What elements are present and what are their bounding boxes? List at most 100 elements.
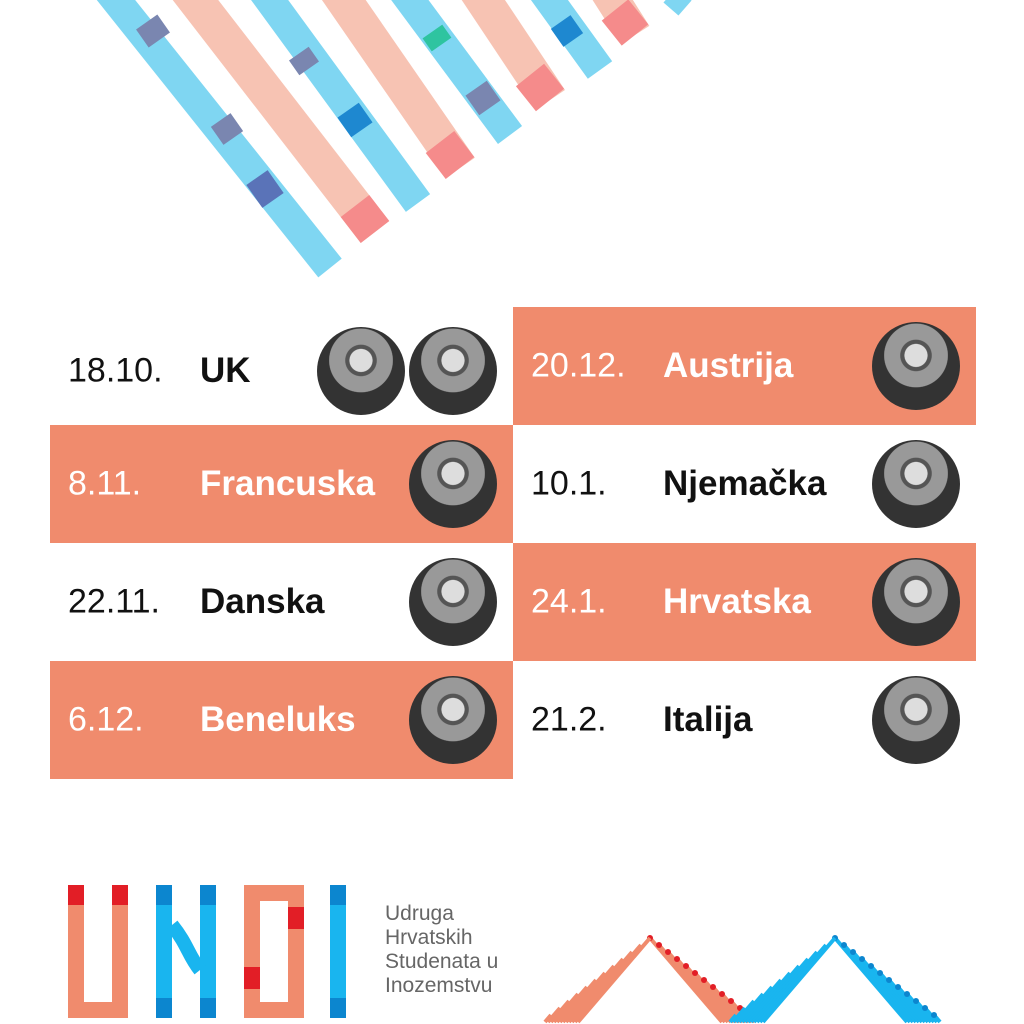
org-name-line: Inozemstvu	[385, 974, 493, 997]
uhsi-logo	[68, 885, 346, 1018]
stripe	[558, 978, 598, 1024]
stripe	[833, 936, 909, 1024]
flag-stripes-decoration	[96, 0, 692, 278]
stripe-tip	[692, 970, 698, 976]
stripe-tip	[674, 956, 680, 962]
stripe-tip	[656, 942, 662, 948]
stripe	[576, 936, 652, 1024]
event-date: 18.10.	[68, 351, 163, 390]
stripe	[842, 943, 912, 1024]
stripe-tip	[904, 991, 910, 997]
speaker-avatar	[872, 440, 960, 528]
speaker-avatar	[409, 440, 497, 528]
stripe	[740, 985, 774, 1024]
stripe	[896, 985, 930, 1024]
stripe	[905, 992, 933, 1024]
event-country: UK	[200, 351, 251, 390]
stripe	[675, 957, 733, 1024]
schedule-row: 10.1. Njemačka	[513, 425, 976, 543]
stripe-tip	[728, 998, 734, 1004]
event-country: Beneluks	[200, 700, 356, 739]
stripe	[755, 950, 819, 1024]
speaker-avatar	[872, 322, 960, 410]
event-schedule: 18.10. UK 8.11. Francuska 22.11. Danska 6.12. B…	[50, 307, 976, 779]
schedule-row: 24.1. Hrvatska	[513, 543, 976, 661]
stripe	[731, 1006, 747, 1024]
stripe	[761, 936, 837, 1024]
stripe	[552, 992, 580, 1024]
stripe	[728, 1013, 738, 1024]
stripe	[737, 992, 765, 1024]
stripe	[561, 971, 607, 1024]
org-name-line: Studenata u	[385, 950, 499, 973]
stripe-tip	[665, 949, 671, 955]
stripe-tip	[895, 984, 901, 990]
stripe-tip	[868, 963, 874, 969]
stripe-tip	[719, 991, 725, 997]
schedule-row: 8.11. Francuska	[50, 425, 513, 543]
stripe	[567, 957, 625, 1024]
stripe-tip	[922, 1005, 928, 1011]
event-country: Hrvatska	[663, 582, 811, 621]
event-country: Italija	[663, 700, 753, 739]
stripe-tip	[710, 984, 716, 990]
event-country: Danska	[200, 582, 325, 621]
schedule-row: 22.11. Danska	[50, 543, 513, 661]
striped-triangles-decoration	[543, 935, 942, 1024]
speaker-photos	[872, 322, 960, 410]
stripe	[648, 936, 724, 1024]
speaker-avatar	[872, 676, 960, 764]
speaker-avatar	[409, 558, 497, 646]
stripe	[743, 978, 783, 1024]
stripe	[752, 957, 810, 1024]
schedule-row: 21.2. Italija	[513, 661, 976, 779]
stripe	[860, 957, 918, 1024]
event-date: 21.2.	[531, 700, 607, 739]
stripe-tip	[701, 977, 707, 983]
stripe	[851, 950, 915, 1024]
schedule-row: 20.12. Austrija	[513, 307, 976, 425]
stripe	[549, 999, 571, 1024]
schedule-row: 18.10. UK	[50, 312, 513, 430]
event-country: Njemačka	[663, 464, 827, 503]
speaker-photos	[872, 676, 960, 764]
speaker-photos	[409, 440, 497, 528]
stripe	[666, 950, 730, 1024]
stripe	[746, 971, 792, 1024]
event-date: 8.11.	[68, 464, 142, 503]
event-date: 10.1.	[531, 464, 607, 503]
stripe-tip	[683, 963, 689, 969]
stripe	[657, 943, 727, 1024]
stripe	[914, 999, 936, 1024]
stripe-tip	[850, 949, 856, 955]
speaker-photos	[317, 327, 497, 415]
speaker-avatar	[872, 558, 960, 646]
stripe	[570, 950, 634, 1024]
stripe	[758, 943, 828, 1024]
event-date: 22.11.	[68, 582, 161, 621]
stripe-tip	[886, 977, 892, 983]
stripe-tip	[841, 942, 847, 948]
stripe-tip	[931, 1012, 937, 1018]
org-name-line: Udruga	[385, 902, 454, 925]
speaker-photos	[872, 558, 960, 646]
event-country: Francuska	[200, 464, 376, 503]
event-date: 20.12.	[531, 346, 626, 385]
organization-name: Udruga Hrvatskih Studenata u Inozemstvu	[385, 902, 498, 998]
stripe	[734, 999, 756, 1024]
stripe	[543, 1013, 553, 1024]
event-country: Austrija	[663, 346, 794, 385]
event-date: 6.12.	[68, 700, 144, 739]
schedule-row: 6.12. Beneluks	[50, 661, 513, 779]
stripe-tip	[877, 970, 883, 976]
speaker-avatar	[317, 327, 405, 415]
stripe-tip	[913, 998, 919, 1004]
speaker-avatar	[409, 676, 497, 764]
stripe	[749, 964, 801, 1024]
speaker-photos	[409, 676, 497, 764]
stripe	[573, 943, 643, 1024]
stripe	[555, 985, 589, 1024]
stripe	[546, 1006, 562, 1024]
stripe-tip	[859, 956, 865, 962]
org-name-line: Hrvatskih	[385, 926, 473, 949]
